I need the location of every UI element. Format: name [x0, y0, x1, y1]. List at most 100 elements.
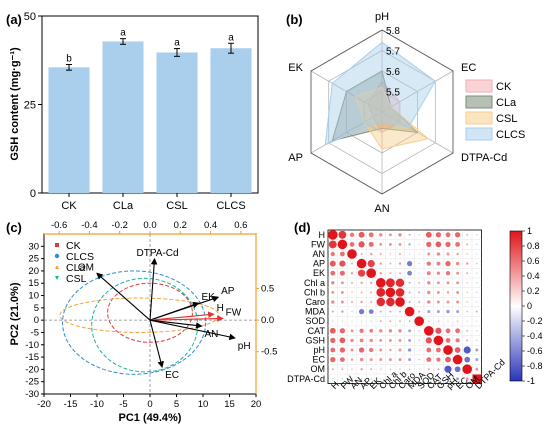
y-tick-label: 10 [28, 291, 39, 302]
heatmap-cell [339, 347, 346, 353]
legend-label: CLa [66, 262, 85, 274]
loading-arrow [149, 257, 158, 321]
x-tick-label: 20 [251, 399, 262, 410]
y-tick-label: 0 [30, 188, 36, 200]
heatmap-cell [331, 290, 335, 294]
heatmap-cell [476, 234, 478, 236]
heatmap-cell [418, 349, 420, 351]
heatmap-cell [399, 378, 401, 380]
heatmap-cell [388, 358, 392, 362]
heatmap-cell [340, 357, 345, 362]
legend-swatch [465, 79, 493, 93]
heatmap-cell [385, 278, 395, 288]
heatmap-cell [446, 252, 450, 256]
heatmap-row-label: Chl b [304, 287, 325, 297]
heatmap-cell [418, 234, 420, 236]
heatmap-cell [332, 320, 334, 322]
heatmap-cell [466, 282, 468, 284]
heatmap-cell [455, 338, 460, 343]
heatmap-cell [437, 378, 439, 380]
heatmap-cell [330, 356, 336, 363]
heatmap-cell [424, 326, 434, 336]
loading-arrow [96, 272, 151, 321]
heatmap-cell [385, 287, 396, 298]
heatmap-row-label: OM [311, 364, 326, 374]
heatmap-cell [358, 241, 365, 248]
heatmap-cell [437, 320, 440, 322]
group-ellipse-CLCS [62, 270, 207, 375]
heatmap-cell [330, 270, 336, 276]
panel-a-ylabel: GSH content (mg·g⁻¹) [9, 47, 21, 161]
heatmap-cell [328, 230, 338, 240]
heatmap-cell [445, 260, 451, 267]
heatmap-cell [389, 253, 392, 255]
heatmap-cell [443, 345, 453, 355]
heatmap-cell [399, 310, 401, 313]
radar-r-tick-label: 5.5 [386, 88, 400, 99]
heatmap-cell [379, 233, 383, 237]
radar-axis-label: DTPA-Cd [461, 152, 507, 164]
heatmap-cell [427, 252, 431, 256]
heatmap-cell [379, 329, 383, 333]
category-label: CSL [166, 200, 187, 212]
heatmap-cell [427, 300, 431, 304]
legend-swatch [465, 95, 493, 109]
heatmap-cell [427, 290, 431, 295]
heatmap-cell [339, 328, 346, 334]
radar-spoke [381, 70, 454, 113]
heatmap-cell [395, 278, 405, 288]
x-tick-label: 10 [198, 399, 209, 410]
heatmap-cell [331, 300, 335, 304]
radar-r-tick-label: 5.6 [386, 67, 400, 78]
heatmap-cell [370, 378, 372, 380]
heatmap-cell [454, 347, 461, 353]
heatmap-cell [426, 347, 432, 353]
heatmap-cell [406, 260, 413, 267]
heatmap-cell [340, 281, 344, 285]
colorbar-tick-label: 0.6 [527, 256, 540, 266]
heatmap-cell [376, 297, 386, 307]
heatmap-cell [475, 367, 479, 371]
loading-arrow [149, 319, 203, 329]
colorbar [509, 230, 523, 382]
top-tick-label: -0.4 [81, 220, 97, 231]
radar-axis-label: AN [374, 203, 389, 215]
y-tick-label: 5 [34, 303, 39, 314]
y-tick-label: 25 [24, 100, 36, 112]
loading-label: pH [238, 341, 251, 352]
heatmap-cell [379, 253, 382, 255]
heatmap-cell [398, 329, 402, 333]
heatmap-cell [351, 378, 353, 380]
heatmap-cell [476, 320, 478, 322]
heatmap-cell [399, 368, 401, 370]
y-tick-label: -30 [25, 389, 39, 400]
heatmap-cell [475, 358, 479, 362]
colorbar-tick-label: -1 [527, 376, 535, 386]
heatmap-cell [358, 347, 365, 353]
panel-d-label: (d) [294, 220, 311, 235]
radar-axis-label: EK [288, 62, 303, 74]
heatmap-cell [445, 232, 451, 238]
top-tick-label: -0.6 [51, 220, 67, 231]
heatmap-cell [360, 368, 363, 371]
heatmap-cell [388, 338, 392, 342]
heatmap-cell [351, 281, 353, 284]
heatmap-cell [330, 251, 335, 257]
y-tick-label: 20 [28, 266, 39, 277]
heatmap-row-label: AN [312, 249, 325, 259]
radar-series-CSL [354, 86, 430, 150]
heatmap-cell [418, 301, 421, 303]
heatmap-cell [379, 310, 382, 313]
heatmap-cell [368, 232, 374, 238]
heatmap-cell [464, 356, 471, 363]
heatmap-row-label: Chl a [304, 278, 325, 288]
heatmap-cell [476, 262, 478, 265]
heatmap-cell [407, 270, 412, 276]
heatmap-cell [370, 301, 373, 303]
heatmap-cell [426, 261, 431, 266]
heatmap-cell [369, 358, 373, 362]
significance-letter: a [120, 28, 126, 39]
heatmap-cell [328, 240, 337, 249]
heatmap-cell [476, 253, 478, 255]
legend-label: CK [66, 240, 81, 252]
